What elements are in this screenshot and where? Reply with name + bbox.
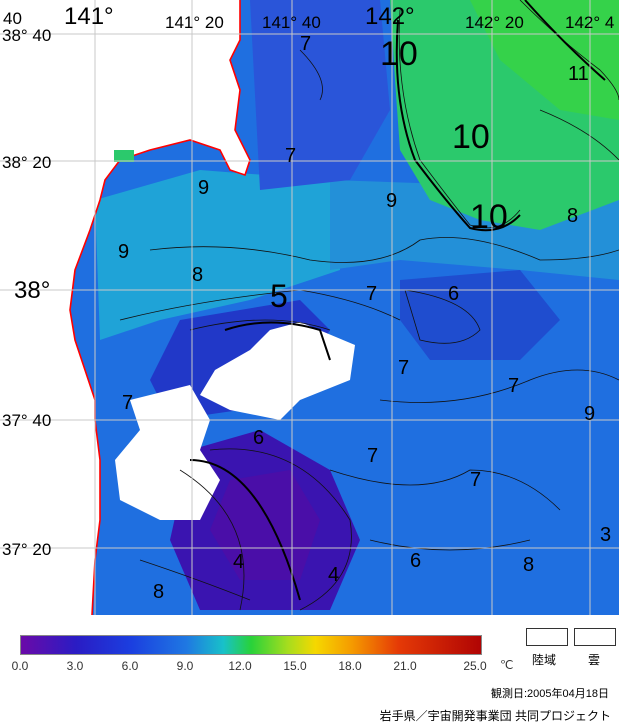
contour-label: 9 (584, 403, 595, 425)
colorbar-tick: 12.0 (228, 659, 252, 673)
lon-label-141-40: 141° 40 (262, 13, 321, 32)
contour-label: 7 (366, 283, 377, 305)
cloud-swatch (574, 628, 616, 646)
contour-label: 11 (568, 63, 589, 85)
contour-label: 7 (367, 445, 378, 467)
contour-label: 9 (386, 190, 397, 212)
lon-label-142: 142° (365, 3, 415, 30)
contour-label: 3 (600, 524, 611, 546)
land-label: 陸域 (532, 653, 557, 667)
temperature-colorbar (20, 635, 482, 655)
land-swatch (526, 628, 568, 646)
lat-label-38: 38° (14, 277, 50, 304)
lon-label-142-20: 142° 20 (465, 13, 524, 32)
observation-date: 観測日:2005年04月18日 (491, 688, 609, 700)
colorbar-tick: 0.0 (11, 659, 29, 673)
contour-label: 6 (253, 427, 264, 449)
colorbar-tick: 21.0 (393, 659, 417, 673)
lat-label-38-20: 38° 20 (2, 153, 51, 172)
cloud-label: 雲 (588, 653, 601, 667)
contour-label: 8 (192, 264, 203, 286)
contour-label: 8 (567, 205, 578, 227)
contour-label: 8 (153, 581, 164, 603)
lon-label-141-20: 141° 20 (165, 13, 224, 32)
contour-label: 8 (523, 554, 534, 576)
contour-label: 4 (328, 564, 339, 586)
temperature-unit: ℃ (500, 658, 514, 672)
contour-label: 7 (508, 375, 519, 397)
colorbar-tick: 3.0 (66, 659, 84, 673)
corner-label: 40 (3, 9, 22, 28)
colorbar-tick: 25.0 (463, 659, 487, 673)
lat-label-37-20: 37° 20 (2, 540, 51, 559)
contour-label: 9 (198, 177, 209, 199)
credit-text: 岩手県／宇宙開発事業団 共同プロジェクト (379, 709, 611, 723)
colorbar-tick: 15.0 (283, 659, 307, 673)
contour-label: 6 (448, 283, 459, 305)
contour-label: 7 (300, 33, 311, 55)
sea-surface-temperature-map: 40 141° 141° 20 141° 40 142° 142° 20 142… (0, 0, 619, 615)
contour-label: 4 (233, 551, 244, 573)
legend-panel: 0.0 3.0 6.0 9.0 12.0 15.0 18.0 21.0 25.0… (0, 615, 619, 725)
contour-label: 7 (398, 357, 409, 379)
contour-label: 6 (410, 550, 421, 572)
contour-label: 5 (270, 278, 288, 314)
lat-label-37-40: 37° 40 (2, 411, 51, 430)
contour-label: 9 (118, 241, 129, 263)
lon-label-141: 141° (64, 3, 114, 30)
colorbar-tick: 18.0 (338, 659, 362, 673)
contour-label: 10 (380, 35, 418, 73)
lat-label-38-40: 38° 40 (2, 26, 51, 45)
contour-label: 7 (122, 392, 133, 414)
colorbar-tick: 9.0 (176, 659, 194, 673)
contour-label: 7 (470, 469, 481, 491)
contour-label: 7 (285, 145, 296, 167)
lon-label-142-40: 142° 4 (565, 13, 614, 32)
colorbar-tick: 6.0 (121, 659, 139, 673)
contour-label: 10 (452, 118, 490, 156)
contour-label: 10 (470, 198, 508, 236)
